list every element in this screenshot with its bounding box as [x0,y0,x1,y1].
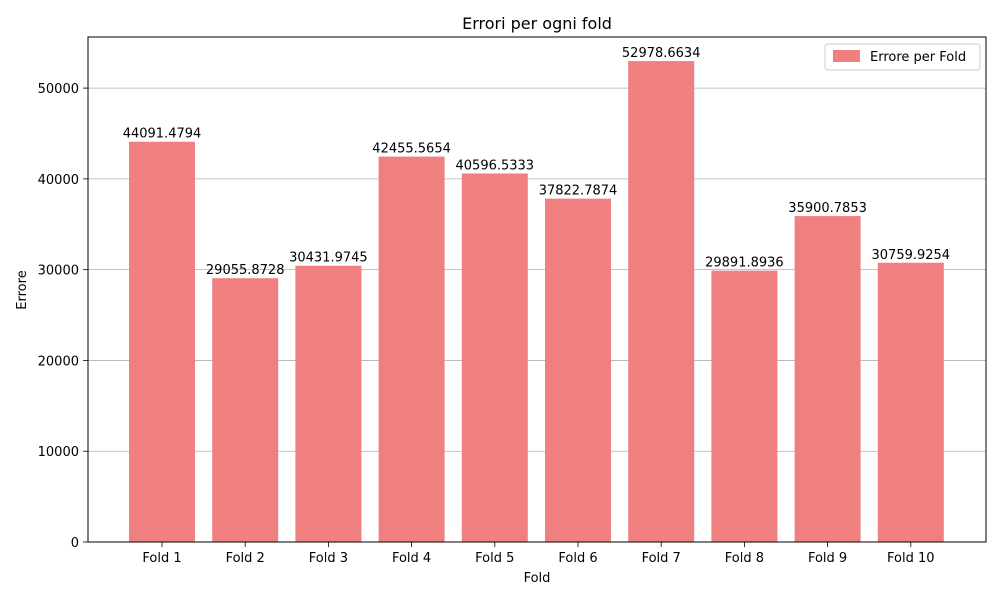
bar-value-label: 37822.7874 [539,184,618,199]
legend-swatch [833,50,860,62]
y-tick-label: 50000 [38,82,79,97]
y-axis-ticks: 0 10000 20000 30000 40000 50000 [38,82,88,551]
chart-title: Errori per ogni fold [462,14,612,33]
bar-value-label: 52978.6634 [622,46,701,61]
bar-value-label: 35900.7853 [788,201,867,216]
x-tick-label: Fold 2 [226,551,265,566]
x-tick-label: Fold 6 [558,551,597,566]
bar [877,262,944,542]
bar [212,278,279,542]
bar [295,265,362,542]
bar-value-label: 30759.9254 [872,248,951,263]
y-tick-label: 30000 [38,264,79,279]
x-tick-label: Fold 9 [808,551,847,566]
legend: Errore per Fold [824,43,981,71]
x-tick-label: Fold 5 [475,551,514,566]
bar-value-label: 29891.8936 [705,256,784,271]
y-tick-label: 10000 [38,445,79,460]
y-tick-label: 20000 [38,354,79,369]
x-tick-label: Fold 4 [392,551,431,566]
bar-value-label: 29055.8728 [206,263,285,278]
bar [461,173,528,543]
bar-value-label: 30431.9745 [289,251,368,266]
x-tick-label: Fold 10 [887,551,935,566]
bar [794,216,861,542]
x-axis-ticks: Fold 1 Fold 2 Fold 3 Fold 4 Fold 5 Fold 6 Fold… [142,542,935,566]
bar-value-label: 40596.5333 [456,158,535,173]
x-tick-label: Fold 7 [642,551,681,566]
bar [129,141,195,542]
bar [711,270,778,542]
plot-area-border [87,36,987,543]
bars [129,61,944,543]
legend-box [824,43,981,71]
x-tick-label: Fold 8 [725,551,764,566]
bar-value-label: 42455.5654 [372,142,451,157]
x-tick-label: Fold 3 [309,551,348,566]
y-tick-label: 40000 [38,173,79,188]
bar [378,156,445,543]
bar [545,198,611,542]
legend-label: Errore per Fold [870,50,966,65]
bar-value-labels: 44091.4794 29055.8728 30431.9745 42455.5654… [123,46,950,278]
plot-frame [87,36,987,543]
x-tick-label: Fold 1 [142,551,181,566]
y-axis-title: Errore [15,270,30,309]
x-axis-title: Fold [524,571,551,586]
y-tick-label: 0 [71,536,79,551]
bar [628,61,695,542]
bar-value-label: 44091.4794 [123,127,202,142]
